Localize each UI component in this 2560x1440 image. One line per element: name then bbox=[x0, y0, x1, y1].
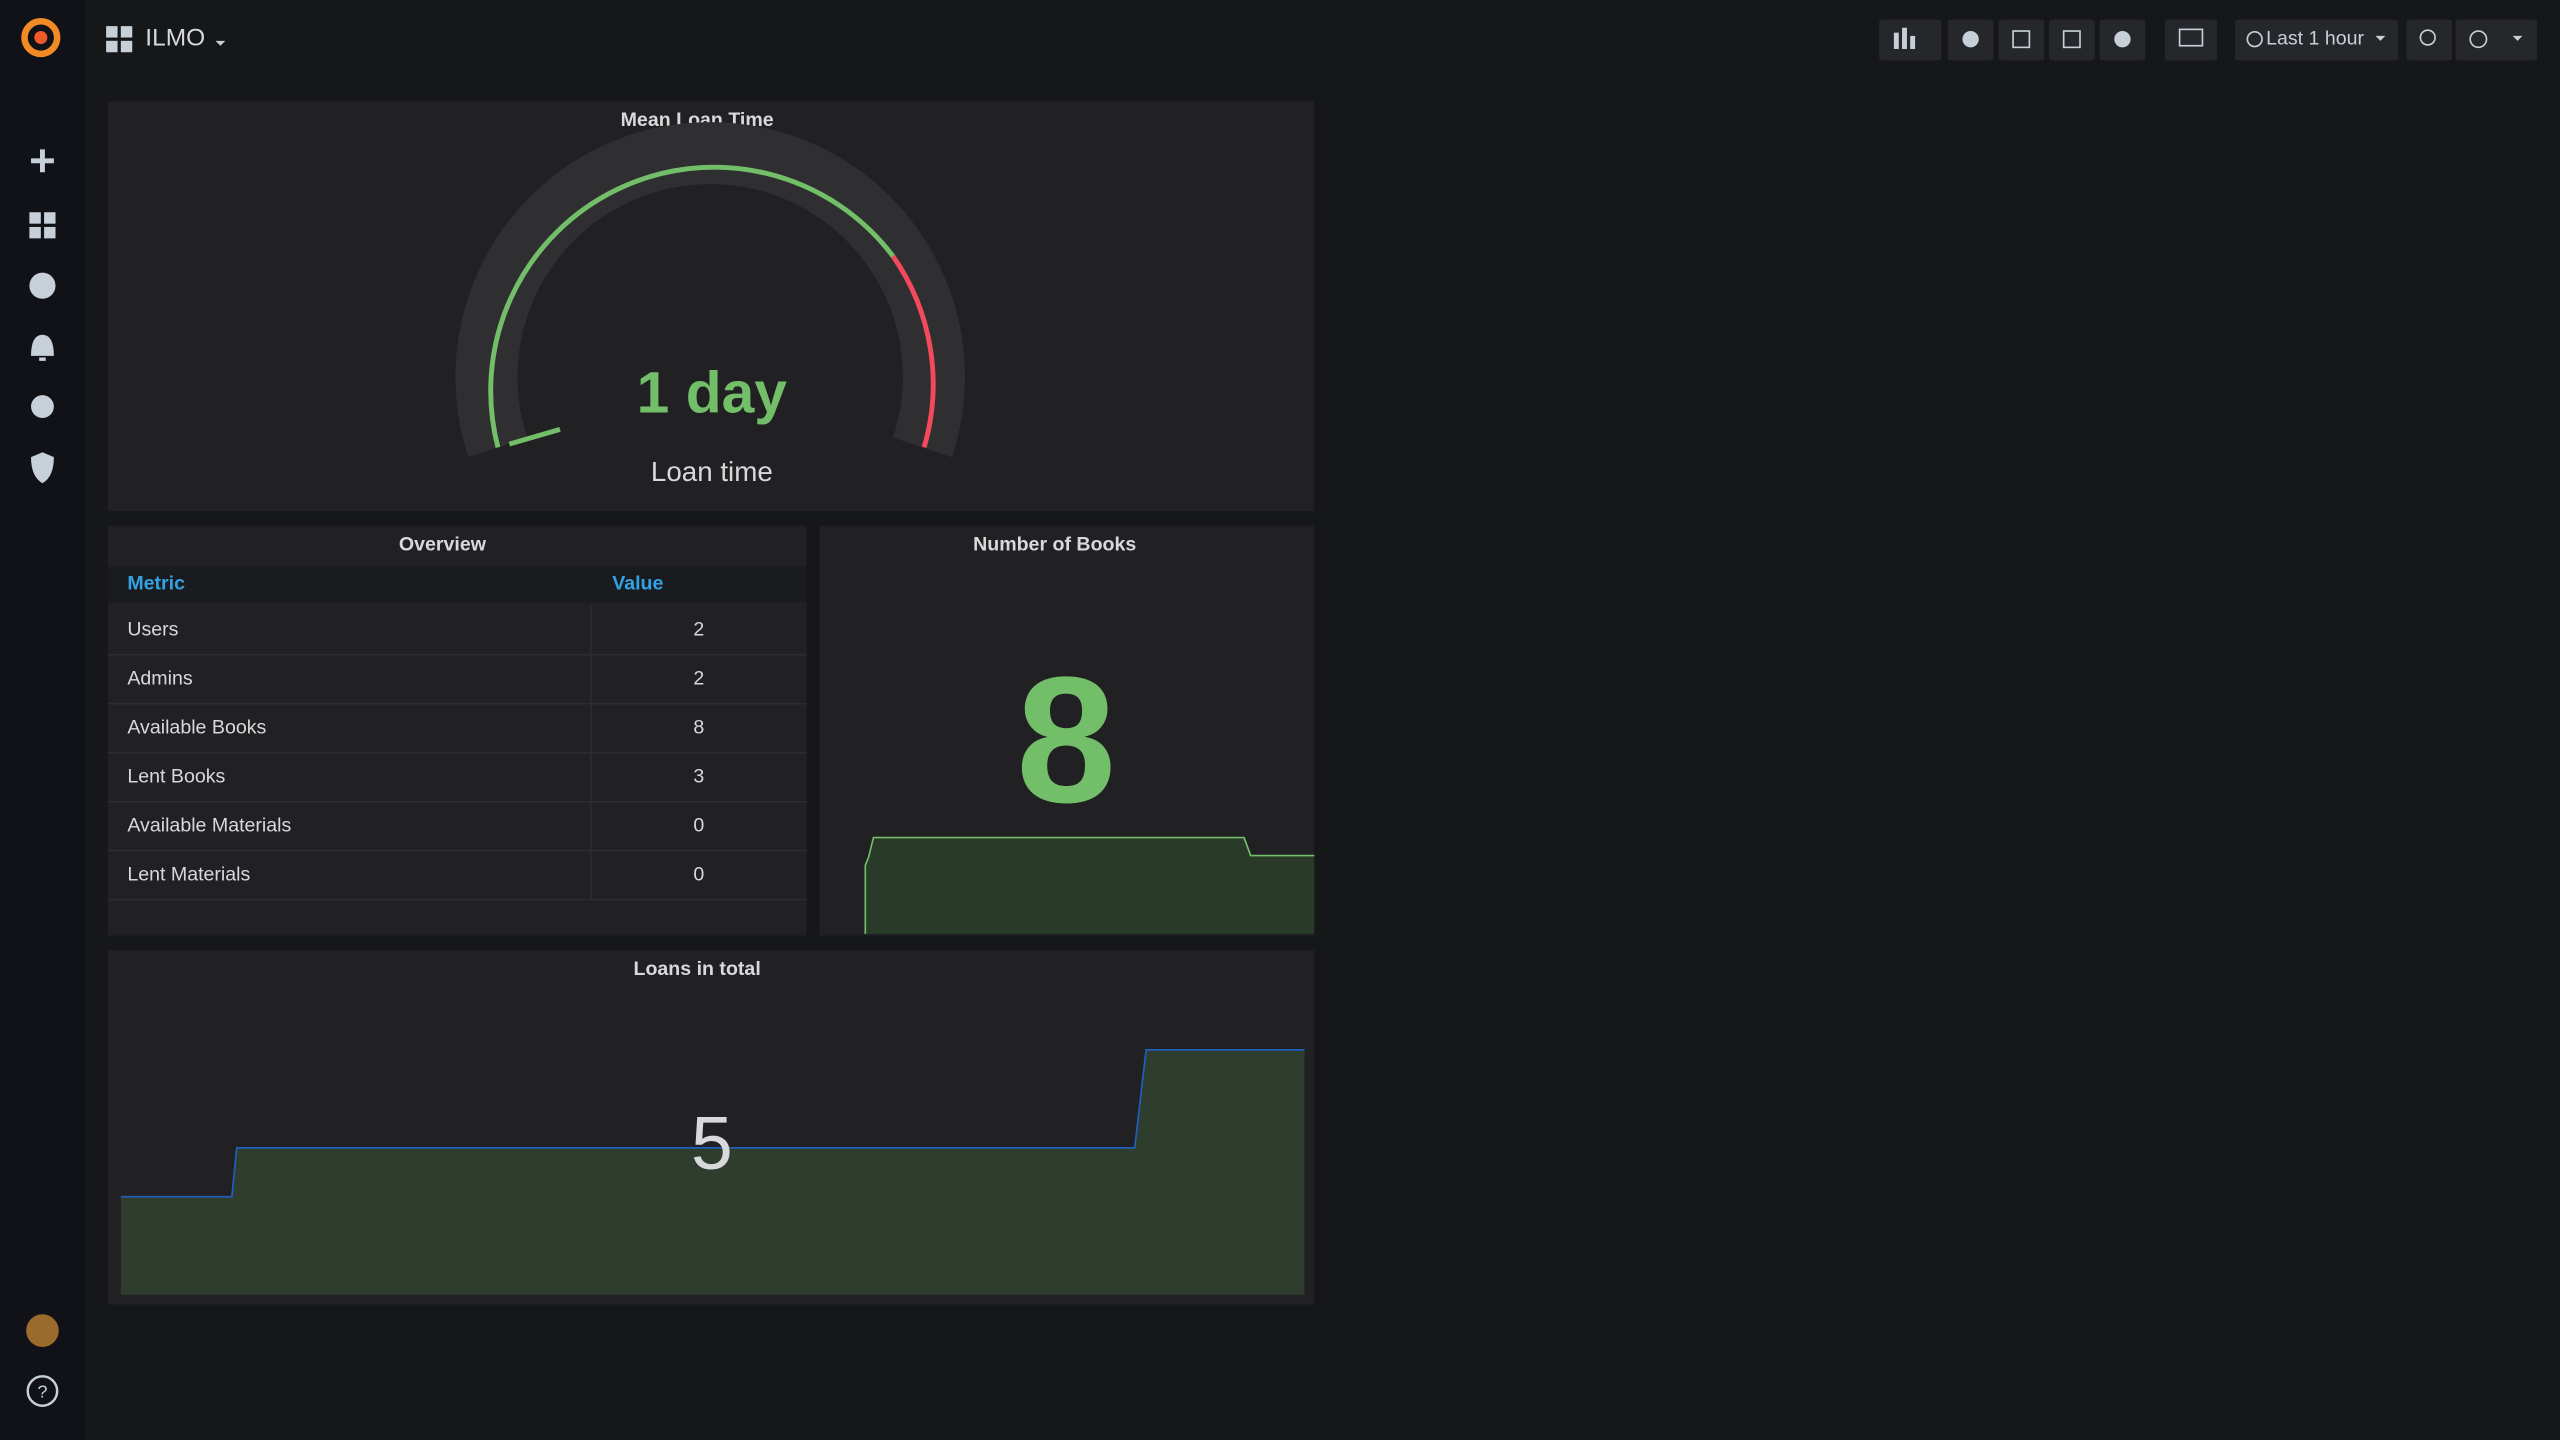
toolbar-glyphs bbox=[1893, 27, 2523, 49]
cell: 2 bbox=[693, 667, 704, 689]
dash-nav-icon bbox=[106, 26, 133, 53]
stat-value: 8 bbox=[1016, 640, 1116, 841]
cell: Lent Materials bbox=[127, 863, 250, 885]
help-glyph: ? bbox=[37, 1381, 47, 1401]
cell: 2 bbox=[693, 618, 704, 640]
toolbar: Last 1 hour bbox=[1879, 19, 2538, 61]
dash-icon bbox=[44, 226, 56, 239]
time-picker[interactable] bbox=[2235, 19, 2399, 61]
gauge-track bbox=[455, 122, 965, 458]
gauge-label: Loan time bbox=[651, 456, 773, 487]
share-button[interactable] bbox=[1998, 19, 2045, 61]
tv-button[interactable] bbox=[2164, 19, 2218, 61]
sidebar bbox=[0, 0, 85, 1440]
caret bbox=[215, 40, 226, 46]
logo[interactable] bbox=[21, 17, 61, 58]
sparkline bbox=[120, 1048, 1305, 1198]
shield-icon[interactable] bbox=[31, 452, 54, 484]
sparkline-area bbox=[865, 837, 1315, 934]
cell: 0 bbox=[693, 863, 704, 885]
cell: Available Materials bbox=[127, 814, 291, 836]
cell: Available Books bbox=[127, 716, 266, 738]
create-icon-v bbox=[40, 149, 45, 173]
column-header[interactable]: Metric bbox=[127, 573, 185, 595]
cell: 3 bbox=[693, 765, 704, 787]
alert-icon[interactable] bbox=[31, 334, 54, 361]
config-icon[interactable] bbox=[31, 395, 54, 418]
cell: Lent Books bbox=[127, 765, 225, 787]
time-range: Last 1 hour bbox=[2266, 27, 2364, 49]
dash-icon[interactable] bbox=[29, 212, 41, 224]
explore-icon[interactable] bbox=[29, 272, 56, 299]
sparkline bbox=[864, 836, 1315, 934]
refresh-button[interactable] bbox=[2455, 19, 2538, 61]
gauge-threshold-ok bbox=[488, 164, 896, 448]
table-body: Users 2 Admins 2 Available Books 8 Lent Books 3… bbox=[107, 605, 807, 901]
save-button[interactable] bbox=[2048, 19, 2095, 61]
column-header[interactable]: Value bbox=[612, 573, 663, 595]
stat-value: 5 bbox=[691, 1101, 733, 1185]
panel-title: Overview bbox=[399, 533, 487, 555]
cell: Users bbox=[127, 618, 178, 640]
gauge-value: 1 day bbox=[637, 360, 788, 425]
sidebar-icons bbox=[29, 149, 56, 484]
gauge-value-bar bbox=[508, 427, 561, 447]
zoom-button[interactable] bbox=[2406, 19, 2453, 61]
panel-title: Loans in total bbox=[634, 958, 761, 980]
cell: 8 bbox=[693, 716, 704, 738]
logo-core bbox=[34, 31, 48, 45]
gauge-threshold-bad bbox=[891, 254, 936, 449]
panel-title: Number of Books bbox=[973, 533, 1136, 555]
cell: 0 bbox=[693, 814, 704, 836]
avatar[interactable] bbox=[26, 1314, 59, 1347]
dash-icon bbox=[44, 212, 56, 224]
dash-icon bbox=[29, 226, 41, 239]
sparkline-area bbox=[120, 1049, 1305, 1295]
dashboard-title[interactable]: ILMO bbox=[145, 25, 205, 52]
help-icon[interactable] bbox=[26, 1375, 59, 1407]
table-header bbox=[107, 566, 807, 603]
cell: Admins bbox=[127, 667, 192, 689]
